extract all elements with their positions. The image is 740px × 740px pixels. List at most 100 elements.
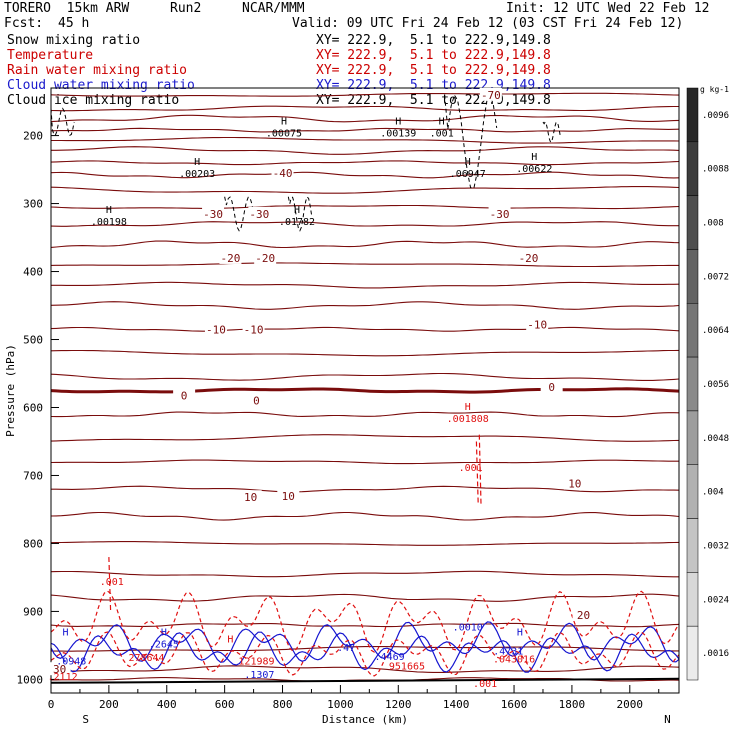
rain-contour [478,434,482,507]
rain-contour [475,441,479,503]
model-title: TORERO 15km ARW [4,1,130,16]
temperature-label-bg [563,476,586,490]
legend-cloud-ice-label: Cloud ice mixing ratio [7,93,180,108]
forecast-label: Fcst: [4,16,44,31]
temperature-label-bg [479,87,502,101]
colorbar-label: .0056 [702,380,729,390]
y-tick-label: 200 [23,130,43,143]
colorbar-label: .0096 [702,111,729,121]
extremum-value: .0010 [453,623,483,634]
temperature-label: -70 [481,89,501,102]
extremum-value: .2645 [149,640,179,651]
y-tick-label: 600 [23,401,43,414]
chart-labels: 0 200 400 600 800 1000 1200 1400 1600 1800 2000200… [4,87,671,726]
isotherm-line [50,434,680,442]
x-tick-label: 1600 [501,698,528,711]
isotherm-line [50,171,680,179]
colorbar-swatch [686,195,699,250]
forecast-hour: 45 h [58,16,90,31]
isotherm-line [50,511,680,521]
cloud-ice-contour [224,196,255,232]
temperature-label-bg [517,250,540,264]
extremum-value: .001 [100,577,124,588]
plot-border [50,87,680,694]
cloud-water-contour [50,631,680,673]
x-axis-title: Distance (km) [322,713,408,726]
extremum-value: .4469 [375,652,405,663]
y-tick-label: 900 [23,605,43,618]
high-marker: H [62,628,68,639]
extremum-value: .001 [459,463,483,474]
extremum-value: .00622 [516,164,552,175]
temperature-label-bg [277,488,300,502]
temperature-label: -40 [273,167,293,180]
x-tick-label: 400 [157,698,177,711]
high-marker: H [281,116,287,127]
temperature-label: -20 [519,252,539,265]
extremum-value: .001 [473,679,497,690]
extremum-value: .47 [337,643,355,654]
extremum-value: 278644 [128,653,164,664]
colorbar-swatch [686,518,699,573]
isotherm-line [50,186,680,194]
extremum-value: .00203 [179,169,215,180]
temperature-label-bg [48,662,71,676]
colorbar-swatch [686,87,699,143]
isotherm-line [50,459,679,465]
colorbar-swatch [686,141,699,196]
temperature-label: 10 [282,490,295,503]
temperature-label: 10 [244,491,257,504]
isotherm-line [50,204,680,210]
cloud-ice-contour [50,107,75,137]
plot-frame [50,87,680,694]
colorbar-swatch [686,464,699,519]
high-marker: H [227,634,233,645]
isotherm-line [50,105,679,112]
cloud-ice-contour [542,121,561,143]
extremum-value: .001 [430,128,454,139]
legend-rain-label: Rain water mixing ratio [7,63,188,78]
extremum-value: .01782 [279,217,315,228]
colorbar-label: .0024 [702,595,729,605]
extremum-value: .00139 [380,128,416,139]
legend-snow-xy: XY= 222.9, 5.1 to 222.9,149.8 [316,33,551,48]
temperature-label-bg [245,393,268,407]
x-tick-label: 600 [215,698,235,711]
isotherm-line [50,92,680,97]
colorbar-swatch [686,303,699,358]
isotherm-line [50,411,680,418]
y-tick-label: 700 [23,469,43,482]
colorbar-unit: g kg-1 [700,85,729,94]
rain-contour [50,631,680,677]
x-tick-label: 0 [48,698,55,711]
temperature-label: -30 [490,208,510,221]
isotherm-line [50,665,680,673]
temperature-label: 20 [577,609,590,622]
high-marker: H [439,116,445,127]
isotherm-line [50,240,680,249]
extremum-value: .00075 [266,128,302,139]
temperature-label-bg [202,206,225,220]
temperature-label: 30 [53,663,66,676]
run-label: Run2 [170,1,202,16]
isotherm-line [50,221,679,227]
colorbar-label: .004 [702,488,724,498]
temperature-label: -10 [244,323,264,336]
extremum-value: 121989 [238,657,274,668]
extremum-value: .06947 [450,169,486,180]
high-marker: H [194,157,200,168]
temperature-label: 0 [253,395,260,408]
high-marker: H [395,116,401,127]
colorbar-label: .0048 [702,434,729,444]
isotherm-line [51,485,680,493]
extremum-value: .001808 [447,414,489,425]
temperature-label-bg [239,490,262,504]
valid-time: Valid: 09 UTC Fri 24 Feb 12 (03 CST Fri … [292,16,684,31]
contour-layer [50,92,680,684]
y-tick-label: 1000 [17,673,44,686]
isotherm-line [50,372,680,381]
extremum-value: .4731 [493,646,523,657]
temperature-label-bg [540,380,563,394]
